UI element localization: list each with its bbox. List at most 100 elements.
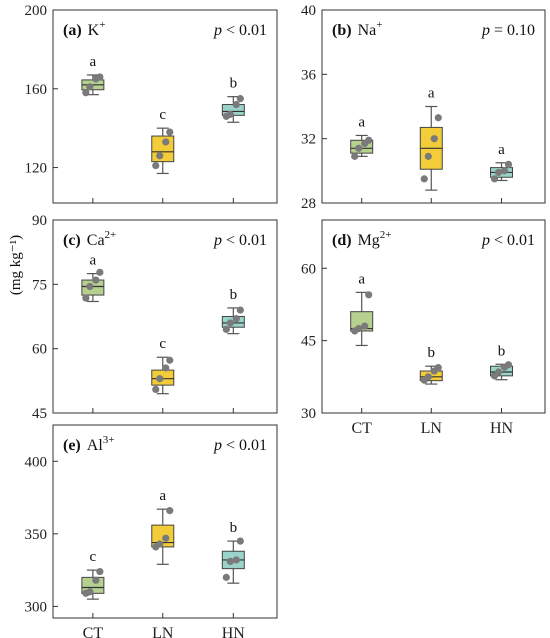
data-point	[162, 364, 170, 372]
significance-letter: a	[90, 54, 97, 70]
box-group-hn: b	[221, 287, 245, 335]
panel-frame	[52, 219, 278, 414]
data-point	[232, 315, 240, 323]
panel-letter: (c)	[63, 232, 81, 249]
y-tick-label: 28	[301, 196, 316, 212]
ion-symbol: Mg	[358, 232, 380, 249]
panel-letter: (d)	[332, 232, 352, 249]
data-point	[361, 322, 369, 330]
y-tick-label: 30	[301, 406, 316, 422]
data-point	[355, 324, 363, 333]
data-point	[500, 167, 509, 175]
panel-letter: (b)	[332, 22, 352, 39]
significance-letter: a	[90, 253, 97, 269]
data-point	[226, 557, 234, 566]
panel-label: (b) Na+	[332, 19, 382, 39]
y-tick-label: 400	[25, 454, 48, 470]
box-group-ln: a	[151, 488, 175, 565]
data-point	[236, 306, 244, 314]
y-tick-label: 60	[301, 261, 316, 277]
data-point	[226, 319, 234, 327]
y-tick-label: 40	[301, 3, 316, 19]
p-value: < 0.01	[226, 232, 267, 249]
p-symbol: p	[213, 437, 222, 454]
ion-charge: +	[99, 19, 105, 31]
p-value-label: p < 0.01	[213, 22, 267, 39]
p-value: = 0.10	[494, 22, 535, 39]
p-value: < 0.01	[494, 232, 535, 249]
p-value-label: p < 0.01	[481, 232, 535, 249]
data-point	[156, 375, 164, 383]
panel-label: (c) Ca2+	[63, 229, 116, 249]
significance-letter: b	[498, 343, 506, 359]
data-point	[504, 361, 513, 369]
box-group-ln: b	[419, 345, 443, 385]
panel-frame	[52, 424, 278, 619]
y-tick-label: 45	[32, 406, 47, 422]
box-group-ct: a	[81, 253, 105, 303]
p-value-label: p = 0.10	[481, 22, 535, 39]
iqr-box	[151, 135, 175, 163]
data-point	[430, 135, 438, 143]
data-point	[162, 138, 170, 146]
data-point	[236, 95, 244, 103]
data-point	[222, 573, 230, 581]
y-tick-label: 75	[32, 277, 47, 293]
data-point	[420, 175, 428, 183]
y-tick-label: 36	[301, 67, 317, 83]
significance-letter: a	[358, 271, 365, 287]
panel-e: 300 350 400 CT LN HN (e) Al3+ p < 0.01 c a b	[25, 424, 278, 638]
box-group-ct: a	[81, 54, 105, 97]
data-point	[86, 83, 94, 91]
y-tick-label: 45	[301, 334, 316, 350]
data-point	[490, 175, 499, 183]
data-point	[236, 537, 244, 545]
ion-symbol: K	[88, 22, 100, 39]
data-point	[86, 588, 94, 596]
panel-c: 45 60 75 90 (c) Ca2+ p < 0.01 a c b	[32, 213, 278, 422]
ion-charge: 2+	[380, 229, 392, 241]
data-point	[434, 114, 442, 122]
box-group-hn: a	[490, 142, 514, 183]
x-tick-label-ln: LN	[152, 625, 174, 638]
x-tick-label-ct: CT	[83, 625, 104, 638]
panel-label: (e) Al3+	[63, 434, 114, 454]
panel-frame	[52, 9, 278, 204]
y-tick-label: 200	[25, 3, 48, 19]
data-point	[494, 368, 503, 376]
box-group-ct: a	[350, 114, 374, 160]
data-point	[365, 136, 373, 144]
data-point	[355, 144, 363, 152]
data-point	[152, 161, 160, 170]
ion-charge: +	[376, 19, 382, 31]
y-tick-label: 300	[25, 599, 48, 615]
ion-symbol: Ca	[87, 232, 105, 249]
significance-letter: a	[358, 114, 365, 130]
y-tick-label: 60	[32, 342, 47, 358]
panel-frame	[321, 219, 546, 414]
data-point	[166, 507, 174, 515]
significance-letter: b	[230, 287, 238, 303]
data-point	[156, 540, 164, 548]
ion-charge: 2+	[105, 229, 117, 241]
p-value: < 0.01	[226, 22, 267, 39]
significance-letter: c	[159, 107, 166, 123]
data-point	[351, 152, 359, 160]
x-tick-label-ln: LN	[421, 420, 443, 437]
data-point	[92, 276, 100, 284]
data-point	[96, 268, 104, 276]
data-point	[222, 325, 230, 333]
y-tick-label: 350	[25, 527, 48, 543]
data-point	[92, 576, 100, 584]
data-point	[166, 128, 174, 136]
p-value-label: p < 0.01	[213, 232, 267, 249]
data-point	[494, 168, 503, 177]
panel-label: (a) K+	[63, 19, 105, 39]
y-tick-label: 32	[301, 132, 316, 148]
data-point	[86, 282, 94, 291]
y-axis-label: (mg kg⁻¹)	[8, 235, 24, 295]
y-tick-label: 90	[32, 213, 47, 229]
data-point	[156, 152, 164, 160]
data-point	[82, 294, 90, 302]
